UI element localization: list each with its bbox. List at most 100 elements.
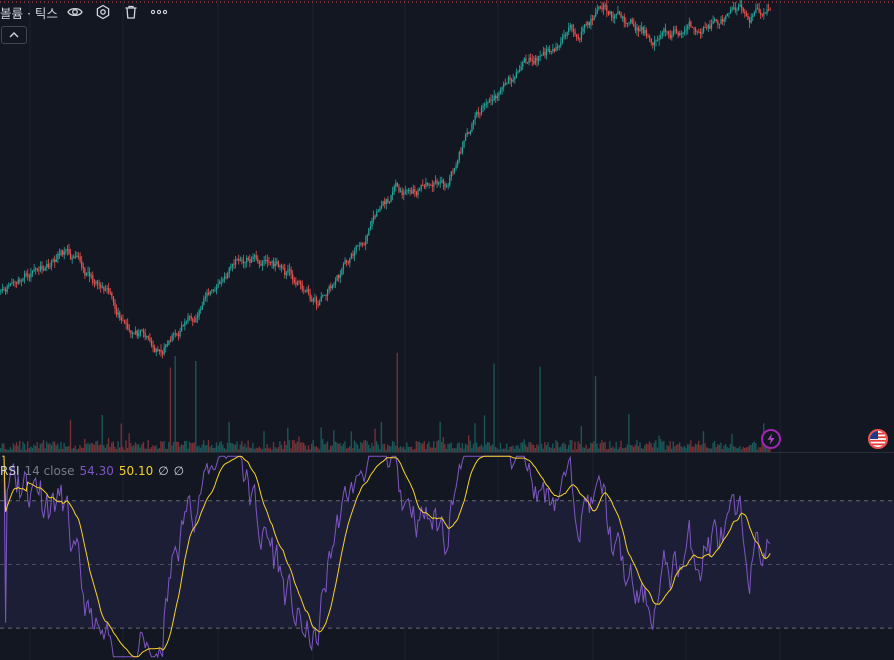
candle-body [27, 273, 29, 277]
volume-bar [117, 441, 119, 452]
candle-body [515, 72, 518, 78]
volume-bar [25, 449, 27, 452]
volume-bar [648, 441, 651, 452]
volume-bar [230, 442, 232, 452]
candle-body [279, 265, 281, 267]
candle-body [4, 289, 7, 292]
pane-divider[interactable] [0, 452, 894, 453]
volume-bar [215, 442, 218, 452]
eye-icon[interactable] [64, 2, 86, 22]
candle-body [84, 268, 86, 276]
rsi-pane[interactable]: RSI 14 close 54.30 50.10 ∅ ∅ [0, 453, 894, 660]
volume-bar [547, 442, 549, 452]
candle-body [299, 281, 302, 285]
volume-bar [667, 446, 670, 452]
volume-bar [596, 443, 598, 452]
volume-bar [101, 414, 103, 452]
candle-body [333, 284, 335, 286]
collapse-legend-button[interactable] [1, 26, 27, 44]
candle-body [174, 333, 176, 335]
candle-body [250, 259, 253, 263]
candle-body [350, 253, 353, 259]
volume-bar [444, 444, 446, 452]
candle-body [93, 283, 96, 284]
volume-bar [372, 446, 375, 452]
volume-bar [498, 449, 500, 452]
candle-body [707, 25, 709, 29]
candle-body [231, 263, 234, 267]
volume-bar [366, 441, 368, 452]
volume-bar [55, 445, 57, 452]
volume-bar [109, 446, 111, 452]
volume-bar [691, 446, 694, 452]
us-flag-badge[interactable] [868, 429, 888, 449]
candle-body [35, 268, 37, 270]
volume-bar [15, 442, 18, 452]
volume-bar [169, 367, 172, 452]
rsi-legend-params: 14 close [24, 464, 75, 478]
candle-body [54, 259, 56, 263]
volume-bar [196, 446, 199, 452]
volume-bar [685, 447, 687, 452]
candle-body [195, 318, 197, 323]
volume-bar [434, 447, 437, 452]
candle-body [301, 284, 303, 290]
settings-icon[interactable] [92, 2, 114, 22]
volume-bar [499, 442, 502, 452]
price-chart[interactable] [0, 0, 894, 452]
candle-body [523, 58, 525, 63]
candle-body [90, 275, 92, 277]
volume-bar [395, 445, 397, 452]
volume-bar [52, 441, 54, 452]
candle-body [8, 285, 10, 287]
candle-body [577, 36, 579, 39]
candle-body [395, 182, 397, 187]
volume-bar [675, 444, 678, 452]
candle-body [769, 9, 771, 11]
candle-body [633, 23, 635, 27]
volume-bar [345, 448, 348, 452]
candle-body [68, 248, 70, 254]
candle-body [212, 289, 215, 291]
price-pane[interactable]: 볼륨 · 틱스 [0, 0, 894, 452]
volume-bar [61, 448, 64, 452]
volume-bar [152, 445, 154, 452]
volume-bar [501, 449, 503, 452]
rsi-chart[interactable] [0, 453, 894, 660]
candle-body [334, 280, 337, 285]
candle-body [587, 22, 589, 26]
candle-body [612, 17, 614, 19]
candle-body [211, 289, 213, 292]
candle-body [117, 312, 119, 315]
candle-body [336, 275, 338, 281]
volume-bar [134, 442, 137, 452]
candle-body [246, 257, 248, 263]
candle-body [536, 58, 538, 61]
candle-body [685, 29, 687, 31]
candle-body [442, 180, 445, 184]
candle-body [128, 328, 130, 331]
candle-body [292, 274, 294, 280]
volume-bar [704, 443, 706, 452]
candle-body [569, 25, 571, 28]
volume-bar [11, 449, 13, 452]
candle-body [420, 184, 422, 190]
volume-bar [128, 433, 130, 452]
candle-body [558, 45, 560, 48]
candle-body [206, 292, 208, 297]
candle-body [721, 19, 724, 22]
candle-body [322, 294, 324, 297]
candle-body [702, 27, 705, 33]
volume-bar [412, 449, 414, 452]
volume-bar [247, 440, 249, 452]
candle-body [509, 77, 511, 80]
volume-bar [431, 447, 433, 452]
trash-icon[interactable] [120, 2, 142, 22]
candle-body [423, 185, 426, 187]
candle-body [85, 272, 88, 276]
lightning-badge[interactable] [761, 429, 781, 449]
more-icon[interactable] [148, 2, 170, 22]
volume-bar [385, 449, 387, 452]
volume-bar [555, 440, 557, 452]
volume-bar [598, 448, 600, 452]
